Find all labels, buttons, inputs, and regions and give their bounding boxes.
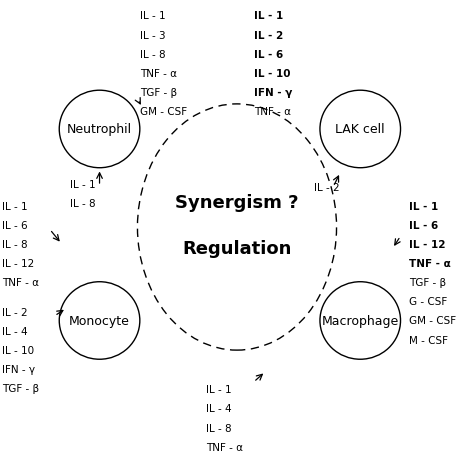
Text: TNF - α: TNF - α xyxy=(140,69,177,79)
Text: IL - 10: IL - 10 xyxy=(2,345,35,355)
Text: IL - 12: IL - 12 xyxy=(2,258,35,268)
Text: GM - CSF: GM - CSF xyxy=(409,316,456,326)
Text: IL - 4: IL - 4 xyxy=(206,404,232,414)
Text: IFN - γ: IFN - γ xyxy=(2,364,36,374)
Text: GM - CSF: GM - CSF xyxy=(140,107,187,117)
Text: TGF - β: TGF - β xyxy=(2,384,39,394)
Text: IL - 12: IL - 12 xyxy=(409,239,445,249)
Text: IL - 1: IL - 1 xyxy=(70,180,96,190)
Text: G - CSF: G - CSF xyxy=(409,297,447,307)
Text: TNF - α: TNF - α xyxy=(2,278,39,288)
Text: IL - 2: IL - 2 xyxy=(2,307,28,317)
Text: TGF - β: TGF - β xyxy=(409,278,446,288)
Text: IL - 1: IL - 1 xyxy=(206,384,232,394)
Text: Regulation: Regulation xyxy=(182,239,292,257)
Text: LAK cell: LAK cell xyxy=(336,123,385,136)
Text: IL - 4: IL - 4 xyxy=(2,326,28,336)
Text: IL - 2: IL - 2 xyxy=(314,183,340,193)
Text: IL - 8: IL - 8 xyxy=(70,199,96,209)
Text: TGF - β: TGF - β xyxy=(140,88,177,98)
Text: IL - 6: IL - 6 xyxy=(409,220,438,230)
Text: TNF - α: TNF - α xyxy=(409,258,450,268)
Text: TNF - α: TNF - α xyxy=(254,107,291,117)
Text: IL - 8: IL - 8 xyxy=(2,239,28,249)
Text: Monocyte: Monocyte xyxy=(69,314,130,327)
Text: IL - 1: IL - 1 xyxy=(140,11,165,21)
Text: Synergism ?: Synergism ? xyxy=(175,193,299,212)
Text: IL - 2: IL - 2 xyxy=(254,30,283,40)
Text: M - CSF: M - CSF xyxy=(409,335,447,345)
Text: IL - 6: IL - 6 xyxy=(254,50,283,60)
Text: Macrophage: Macrophage xyxy=(322,314,399,327)
Text: IL - 1: IL - 1 xyxy=(2,201,28,211)
Text: IL - 3: IL - 3 xyxy=(140,30,165,40)
Text: IL - 10: IL - 10 xyxy=(254,69,290,79)
Text: IL - 1: IL - 1 xyxy=(409,201,438,211)
Text: IL - 1: IL - 1 xyxy=(254,11,283,21)
Text: Neutrophil: Neutrophil xyxy=(67,123,132,136)
Text: IL - 8: IL - 8 xyxy=(140,50,165,60)
Text: IL - 8: IL - 8 xyxy=(206,423,232,433)
Text: TNF - α: TNF - α xyxy=(206,442,243,452)
Text: IL - 6: IL - 6 xyxy=(2,220,28,230)
Text: IFN - γ: IFN - γ xyxy=(254,88,292,98)
